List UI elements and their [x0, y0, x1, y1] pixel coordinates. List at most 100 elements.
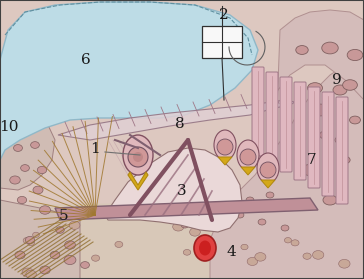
Text: 3: 3: [177, 184, 187, 198]
Circle shape: [133, 152, 143, 162]
Ellipse shape: [173, 222, 184, 231]
Ellipse shape: [236, 212, 244, 218]
Ellipse shape: [214, 130, 236, 160]
FancyBboxPatch shape: [266, 72, 278, 164]
Ellipse shape: [333, 85, 347, 95]
Ellipse shape: [340, 156, 350, 164]
Polygon shape: [105, 148, 242, 232]
Text: 8: 8: [175, 117, 185, 131]
Ellipse shape: [15, 251, 25, 259]
Ellipse shape: [312, 104, 328, 116]
Ellipse shape: [21, 165, 29, 171]
Ellipse shape: [313, 251, 324, 259]
Bar: [202, 26, 242, 58]
Ellipse shape: [23, 237, 31, 244]
Text: 9: 9: [332, 73, 341, 86]
Ellipse shape: [258, 219, 266, 225]
Circle shape: [260, 162, 276, 178]
Polygon shape: [210, 60, 364, 279]
Ellipse shape: [343, 80, 357, 90]
Text: 10: 10: [0, 120, 19, 134]
Ellipse shape: [40, 206, 51, 214]
FancyBboxPatch shape: [280, 77, 292, 172]
Ellipse shape: [50, 251, 60, 259]
Ellipse shape: [194, 235, 216, 261]
Ellipse shape: [115, 241, 123, 247]
Ellipse shape: [151, 192, 159, 198]
Ellipse shape: [17, 196, 27, 204]
Ellipse shape: [302, 164, 318, 176]
Ellipse shape: [56, 227, 64, 233]
Ellipse shape: [116, 207, 124, 213]
Circle shape: [217, 139, 233, 155]
Ellipse shape: [22, 268, 33, 277]
Ellipse shape: [320, 131, 331, 139]
Ellipse shape: [10, 176, 20, 184]
Ellipse shape: [27, 240, 35, 246]
Ellipse shape: [199, 240, 211, 256]
Ellipse shape: [26, 270, 36, 278]
Ellipse shape: [17, 252, 25, 258]
Text: 2: 2: [219, 8, 229, 22]
Ellipse shape: [323, 195, 337, 205]
Ellipse shape: [349, 116, 360, 124]
Ellipse shape: [131, 202, 139, 208]
Ellipse shape: [241, 244, 248, 250]
Ellipse shape: [266, 192, 274, 198]
Ellipse shape: [191, 202, 199, 208]
Ellipse shape: [161, 215, 169, 221]
Polygon shape: [128, 172, 148, 190]
Polygon shape: [55, 198, 318, 220]
Ellipse shape: [281, 225, 289, 231]
Ellipse shape: [296, 45, 308, 54]
Polygon shape: [0, 200, 80, 279]
Ellipse shape: [80, 262, 90, 268]
FancyBboxPatch shape: [252, 67, 264, 156]
Ellipse shape: [181, 222, 189, 228]
Ellipse shape: [33, 232, 39, 237]
Ellipse shape: [347, 49, 363, 61]
Text: 5: 5: [59, 209, 68, 223]
FancyBboxPatch shape: [336, 97, 348, 204]
Ellipse shape: [40, 266, 50, 274]
Polygon shape: [268, 10, 364, 165]
Ellipse shape: [64, 256, 76, 264]
Ellipse shape: [247, 258, 258, 266]
Ellipse shape: [183, 249, 191, 255]
Polygon shape: [218, 157, 232, 165]
Polygon shape: [0, 115, 55, 190]
Ellipse shape: [322, 42, 338, 54]
Polygon shape: [0, 2, 258, 160]
FancyBboxPatch shape: [322, 92, 334, 196]
Ellipse shape: [284, 237, 292, 243]
Ellipse shape: [335, 136, 345, 144]
Ellipse shape: [339, 259, 350, 268]
Ellipse shape: [303, 253, 311, 259]
Ellipse shape: [171, 197, 179, 203]
Ellipse shape: [69, 221, 80, 229]
Ellipse shape: [123, 135, 153, 175]
Ellipse shape: [91, 255, 100, 261]
Polygon shape: [241, 167, 255, 175]
Ellipse shape: [246, 197, 254, 203]
Polygon shape: [0, 200, 364, 279]
Ellipse shape: [37, 166, 47, 174]
Ellipse shape: [13, 145, 23, 151]
Polygon shape: [261, 180, 275, 188]
Text: 1: 1: [90, 142, 99, 156]
FancyBboxPatch shape: [294, 82, 306, 180]
Ellipse shape: [64, 241, 75, 249]
Ellipse shape: [308, 83, 323, 93]
Circle shape: [128, 147, 148, 167]
Ellipse shape: [25, 236, 35, 244]
Ellipse shape: [291, 240, 299, 246]
Text: 7: 7: [306, 153, 316, 167]
Ellipse shape: [31, 142, 39, 148]
Text: 4: 4: [226, 246, 236, 259]
Ellipse shape: [190, 228, 200, 236]
Ellipse shape: [33, 186, 43, 194]
Ellipse shape: [255, 252, 266, 261]
Ellipse shape: [257, 153, 279, 183]
Polygon shape: [58, 100, 295, 140]
FancyBboxPatch shape: [308, 87, 320, 188]
